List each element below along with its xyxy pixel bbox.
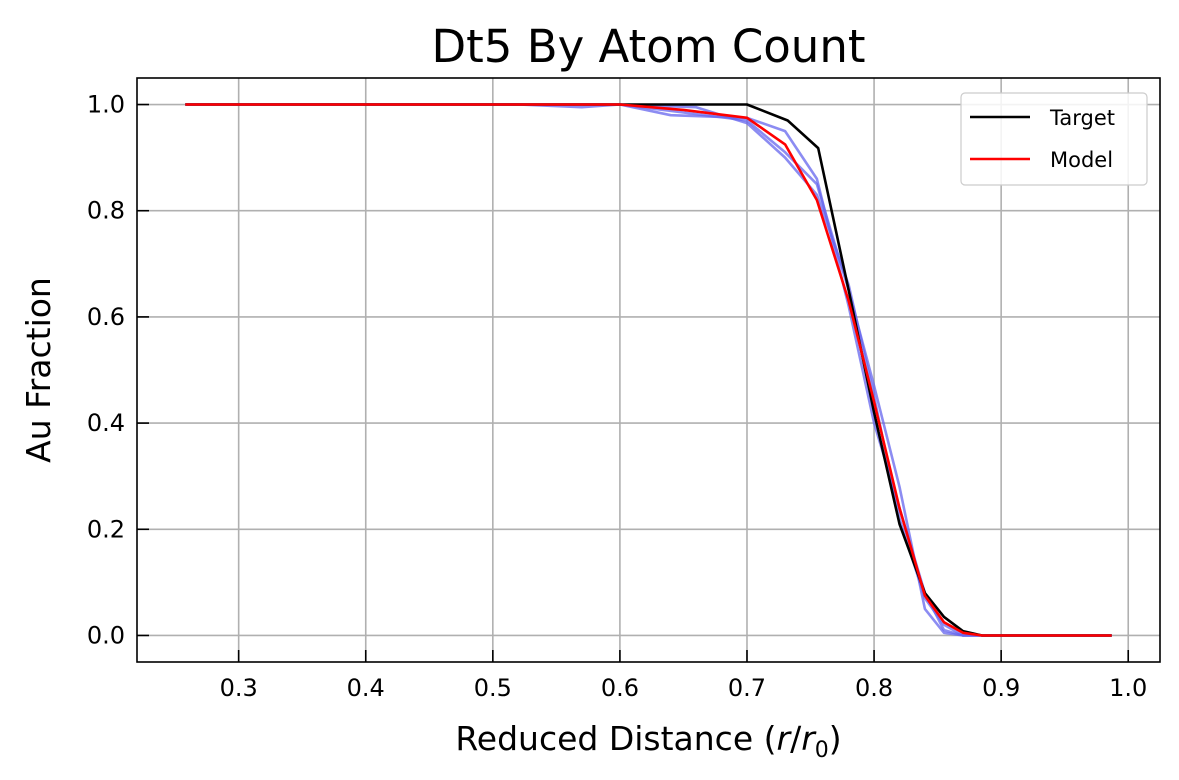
x-axis-title-var-r: r xyxy=(777,719,793,758)
x-axis-title-slash: / xyxy=(790,719,802,758)
y-tick-label: 1.0 xyxy=(87,91,125,119)
y-tick-label: 0.2 xyxy=(87,515,125,543)
x-tick-label: 0.4 xyxy=(347,674,385,702)
x-axis-title-suffix: ) xyxy=(829,719,842,758)
x-axis-title-prefix: Reduced Distance ( xyxy=(455,719,776,758)
y-tick-label: 0.6 xyxy=(87,303,125,331)
y-tick-label: 0.0 xyxy=(87,621,125,649)
x-tick-label: 0.9 xyxy=(982,674,1020,702)
y-tick-label: 0.8 xyxy=(87,197,125,225)
x-axis-title-subscript: 0 xyxy=(815,738,829,763)
series-layer xyxy=(185,103,1112,637)
legend-label-model: Model xyxy=(1050,148,1113,172)
x-tick-label: 1.0 xyxy=(1109,674,1147,702)
x-tick-label: 0.6 xyxy=(601,674,639,702)
legend-label-target: Target xyxy=(1049,106,1115,130)
series-line-model xyxy=(185,103,1112,637)
x-tick-label: 0.3 xyxy=(220,674,258,702)
chart-title: Dt5 By Atom Count xyxy=(432,20,866,73)
legend-entries: Target Model xyxy=(970,106,1115,172)
x-tick-label: 0.5 xyxy=(474,674,512,702)
plot-frame xyxy=(136,77,1161,663)
x-tick-label: 0.7 xyxy=(728,674,766,702)
y-axis-title: Au Fraction xyxy=(19,277,58,463)
x-tick-label: 0.8 xyxy=(855,674,893,702)
x-axis-title: Reduced Distance (r/r0) xyxy=(455,719,841,763)
y-tick-label: 0.4 xyxy=(87,409,125,437)
x-axis-title-var-r0: r xyxy=(801,719,817,758)
ticks: 0.3 0.4 0.5 0.6 0.7 0.8 0.9 1.0 0.0 0.2 0.4 0.6 0.8 1… xyxy=(87,91,1147,702)
legend: Target Model xyxy=(960,92,1148,186)
